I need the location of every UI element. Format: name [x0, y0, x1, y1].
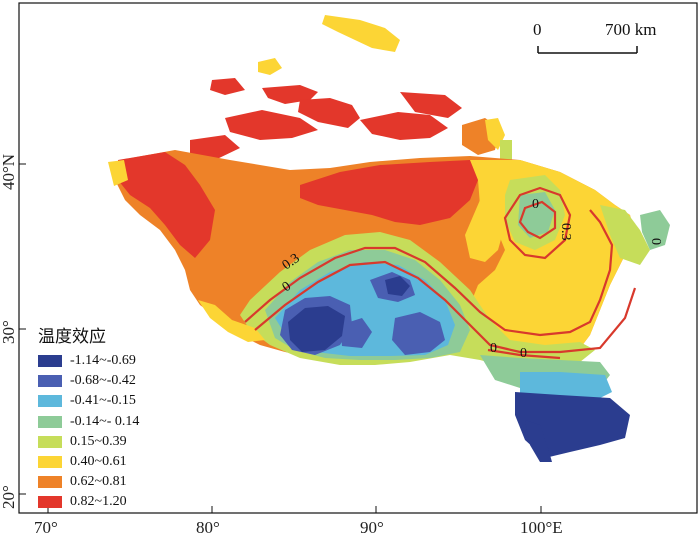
northern-patches — [190, 15, 512, 160]
x-tick-100: 100°E — [520, 518, 563, 537]
region-darkblue-2 — [385, 276, 410, 296]
legend-item: -0.41~-0.15 — [38, 391, 139, 411]
contour-label-4: 0 — [520, 346, 527, 361]
contour-0-east — [518, 200, 557, 240]
legend-label: -0.14~- 0.14 — [70, 413, 140, 429]
legend-label: -0.68~-0.42 — [70, 373, 136, 389]
legend-item: -0.68~-0.42 — [38, 371, 139, 391]
region-blue-2 — [392, 312, 445, 355]
legend-item: -1.14~-0.69 — [38, 351, 139, 371]
legend-label: 0.62~0.81 — [70, 474, 127, 490]
legend-label: 0.82~1.20 — [70, 494, 127, 510]
scale-bar: 0 700 km — [533, 20, 685, 60]
x-axis-ticks — [47, 506, 542, 513]
legend: 温度效应 -1.14~-0.69 -0.68~-0.42 -0.41~-0.15… — [38, 322, 139, 513]
contour-label-6: 0 — [532, 197, 539, 212]
scale-bar-start: 0 — [533, 20, 542, 39]
contour-lines — [244, 186, 637, 360]
legend-swatch — [38, 375, 62, 388]
legend-item: 0.15~0.39 — [38, 432, 139, 452]
y-axis-ticks — [19, 163, 26, 495]
region-red-west — [118, 152, 215, 258]
scale-bar-end: 700 km — [605, 20, 657, 39]
scale-bar-line — [537, 46, 638, 54]
map-border — [18, 2, 698, 514]
y-tick-30: 30° — [0, 320, 18, 344]
legend-rows: -1.14~-0.69 -0.68~-0.42 -0.41~-0.15 -0.1… — [38, 351, 139, 513]
legend-item: 0.40~0.61 — [38, 452, 139, 472]
contour-0-3-east — [503, 186, 572, 260]
legend-swatch — [38, 476, 62, 489]
legend-swatch — [38, 435, 62, 448]
region-cyan-se — [520, 372, 612, 398]
legend-item: -0.14~- 0.14 — [38, 412, 139, 432]
y-tick-20: 20° — [0, 485, 18, 509]
legend-swatch — [38, 456, 62, 469]
contour-label-5: 0.3 — [558, 223, 573, 241]
legend-label: 0.15~0.39 — [70, 433, 127, 449]
legend-item: 0.62~0.81 — [38, 472, 139, 492]
region-red-central — [300, 160, 480, 225]
x-tick-80: 80° — [196, 518, 220, 537]
x-tick-90: 90° — [360, 518, 384, 537]
legend-label: 0.40~0.61 — [70, 454, 127, 470]
legend-label: -0.41~-0.15 — [70, 393, 136, 409]
region-darkblue-1 — [288, 306, 345, 352]
contour-label-7: 0 — [648, 238, 663, 245]
y-tick-40: 40°N — [0, 154, 18, 190]
legend-swatch — [38, 415, 62, 428]
contour-0-3-main — [244, 209, 614, 337]
legend-swatch — [38, 395, 62, 408]
legend-item: 0.82~1.20 — [38, 492, 139, 512]
legend-title: 温度效应 — [38, 327, 106, 346]
x-tick-70: 70° — [34, 518, 58, 537]
legend-label: -1.14~-0.69 — [70, 353, 136, 369]
contour-label-3: 0 — [490, 341, 497, 356]
contour-0-south — [487, 348, 561, 360]
legend-swatch — [38, 496, 62, 509]
legend-swatch — [38, 355, 62, 368]
contour-0-main — [254, 260, 637, 354]
